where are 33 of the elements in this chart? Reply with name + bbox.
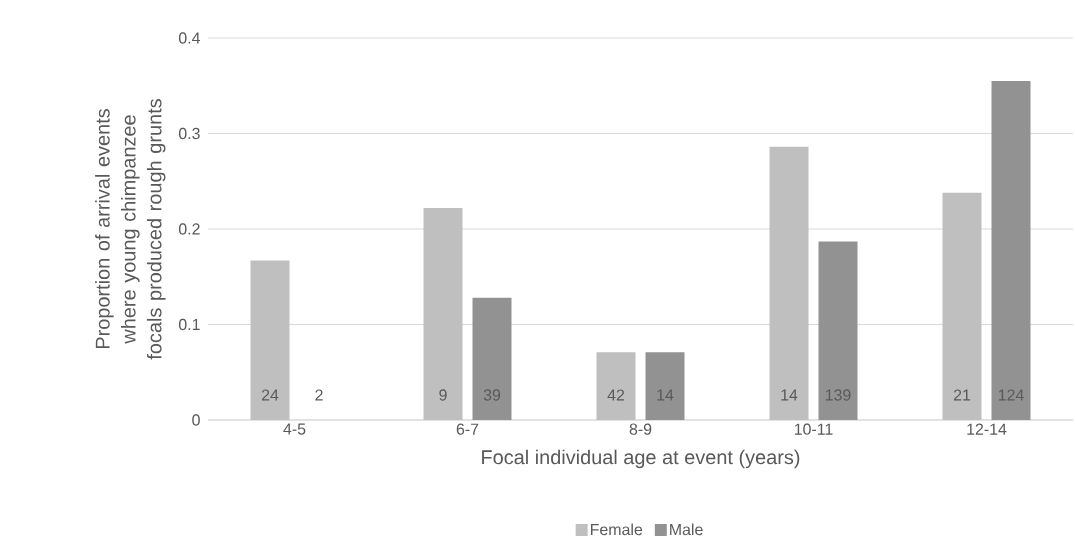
bar [645, 352, 685, 420]
y-tick-label: 0 [192, 414, 200, 426]
x-tick-label: 8-9 [629, 423, 652, 435]
annotation: 21 [953, 389, 971, 401]
legend-label: Female [590, 523, 643, 536]
y-tick-label: 0.3 [178, 127, 200, 140]
annotation: 39 [483, 389, 501, 401]
legend-label: Male [670, 523, 703, 536]
x-tick-label: 10-11 [794, 423, 833, 435]
bar [769, 146, 809, 420]
y-tick-label: 0.4 [178, 32, 201, 44]
bar [596, 352, 636, 420]
bar [942, 192, 982, 420]
bar [472, 297, 512, 420]
bar [423, 207, 463, 420]
annotation: 9 [439, 389, 447, 401]
annotation: 24 [261, 389, 279, 401]
bar [250, 260, 290, 420]
x-axis-title: Focal individual age at event (years) [482, 449, 800, 469]
y-tick-label: 0.1 [178, 318, 200, 331]
annotation: 2 [315, 389, 323, 401]
y-tick-label: 0.2 [178, 223, 200, 235]
annotation: 14 [657, 389, 674, 401]
annotation: 124 [998, 389, 1024, 401]
x-tick-label: 12-14 [967, 423, 1007, 435]
y-axis-title: Proportion of arrival events where young chimpanzee focals produced rough grunts [95, 99, 166, 360]
bar [818, 241, 858, 420]
annotation: 139 [825, 389, 851, 401]
annotation: 42 [607, 389, 625, 401]
x-tick-label: 6-7 [456, 423, 479, 435]
annotation: 14 [781, 389, 798, 401]
x-tick-label: 4-5 [283, 423, 306, 435]
bar [991, 80, 1031, 420]
